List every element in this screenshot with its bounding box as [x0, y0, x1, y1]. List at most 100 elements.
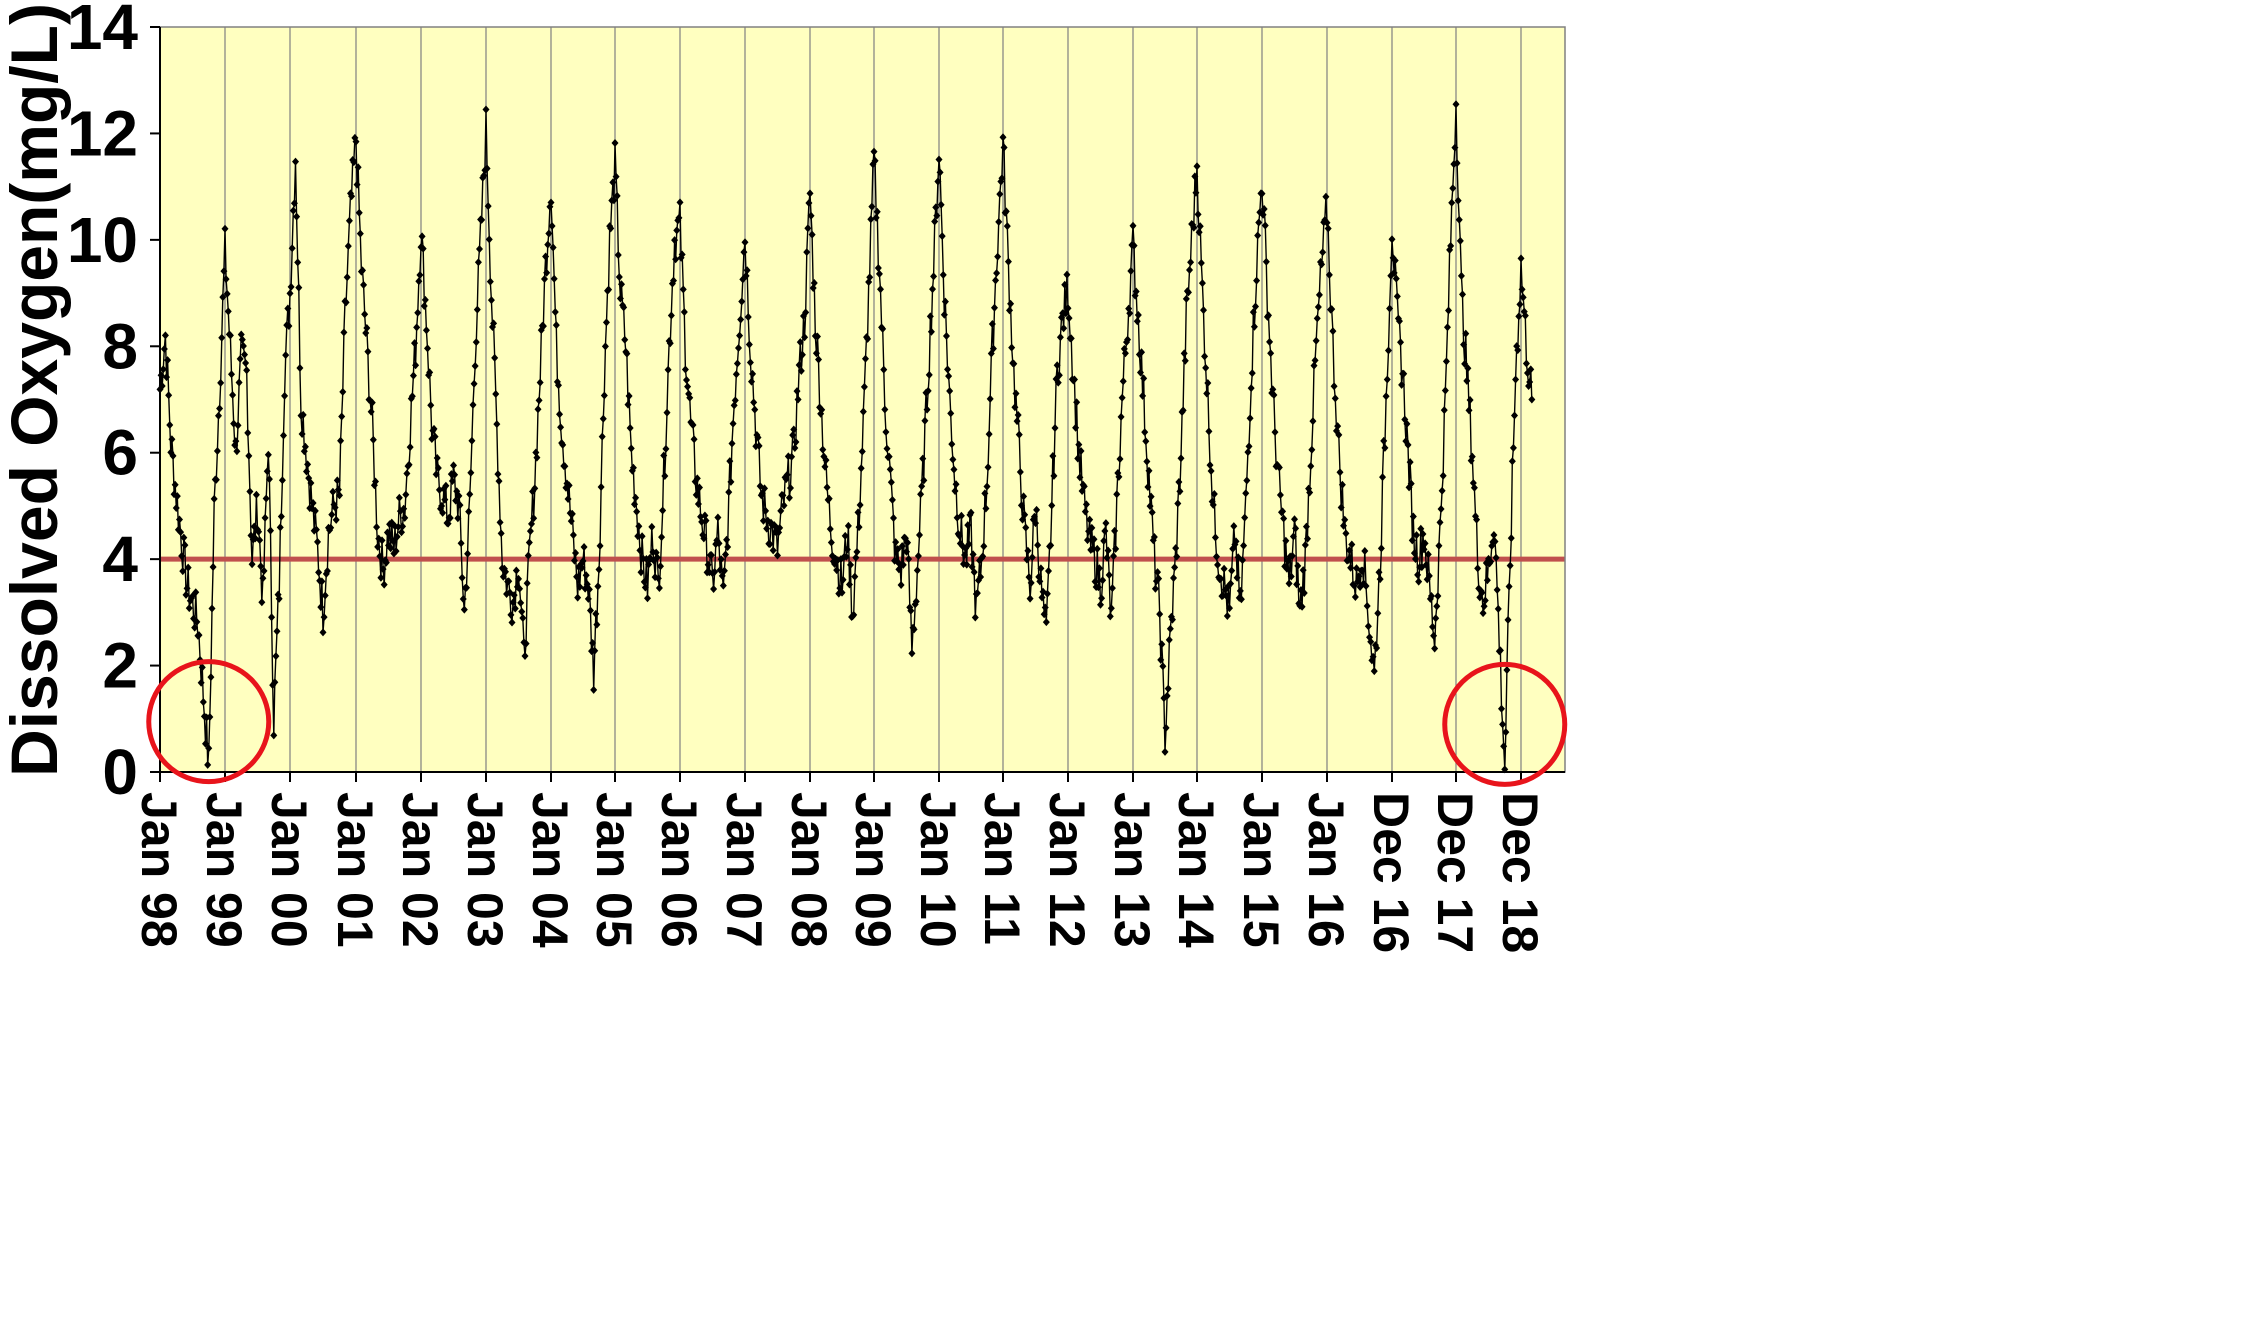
data-point — [1449, 184, 1457, 193]
data-point — [664, 365, 672, 374]
data-point — [762, 506, 770, 515]
data-point — [484, 202, 492, 211]
data-point — [783, 470, 791, 479]
data-point — [1042, 618, 1050, 627]
y-tick-label: 14 — [67, 0, 139, 63]
data-point — [1228, 566, 1236, 575]
data-point — [1147, 492, 1155, 501]
x-axis-ticks: Jan 98 Jan 99 Jan 00 Jan 01 Jan 02 Jan 03 Jan … — [131, 772, 1548, 953]
data-point — [401, 513, 409, 522]
data-point — [452, 496, 460, 505]
data-point — [937, 200, 945, 209]
data-point — [995, 217, 1003, 226]
x-tick-label: Jan 99 — [196, 792, 252, 948]
data-point — [1067, 334, 1075, 343]
data-point — [1151, 584, 1159, 593]
data-point — [994, 252, 1002, 261]
data-point — [920, 476, 928, 485]
data-point — [451, 470, 459, 479]
data-point — [1134, 310, 1142, 319]
data-point — [421, 295, 429, 304]
data-point — [1165, 635, 1173, 644]
data-point — [1453, 159, 1461, 168]
data-point — [1270, 391, 1278, 400]
data-point — [1315, 290, 1323, 299]
data-point — [648, 522, 656, 531]
data-point — [847, 560, 855, 569]
data-point — [1091, 577, 1099, 586]
data-point — [292, 157, 299, 166]
data-point — [733, 359, 741, 368]
data-point — [206, 712, 214, 721]
data-point — [763, 524, 771, 533]
data-point — [788, 452, 796, 461]
data-point — [402, 490, 410, 499]
data-point — [224, 307, 232, 316]
data-point — [1003, 222, 1011, 231]
data-point — [1237, 595, 1245, 604]
data-point — [1314, 302, 1322, 311]
data-point — [311, 506, 319, 515]
data-point — [805, 199, 813, 208]
data-point — [573, 572, 581, 581]
data-point — [844, 521, 852, 530]
data-point — [1288, 551, 1296, 560]
data-point — [1163, 691, 1171, 700]
data-point — [473, 305, 481, 314]
data-point — [1308, 445, 1316, 454]
data-point — [794, 395, 802, 404]
data-point — [299, 410, 307, 419]
data-point — [1335, 430, 1343, 439]
data-point — [1056, 333, 1064, 342]
data-point — [1386, 304, 1394, 313]
data-point — [239, 342, 247, 351]
data-point — [716, 566, 724, 575]
data-point — [1392, 274, 1400, 283]
data-point — [1170, 573, 1178, 582]
data-point — [160, 345, 168, 354]
data-point — [261, 513, 269, 522]
data-point — [702, 516, 710, 525]
data-point — [941, 297, 949, 306]
data-point — [393, 532, 401, 541]
data-point — [907, 606, 915, 615]
data-point — [887, 478, 895, 487]
data-point — [1494, 604, 1502, 613]
data-point — [1452, 100, 1460, 109]
data-point — [1464, 364, 1472, 373]
data-point — [354, 163, 362, 172]
data-point — [728, 439, 736, 448]
data-point — [886, 465, 894, 474]
data-point — [985, 430, 993, 439]
data-point — [222, 275, 230, 284]
data-point — [683, 375, 690, 384]
data-point — [590, 685, 598, 694]
x-tick-label: Jan 03 — [457, 792, 513, 948]
data-point — [361, 310, 369, 319]
data-point — [1300, 588, 1308, 597]
data-point — [315, 568, 323, 577]
data-point — [694, 499, 702, 508]
data-point — [419, 244, 427, 253]
data-point — [1431, 644, 1439, 653]
data-point — [826, 525, 834, 534]
data-point — [565, 481, 573, 490]
data-point — [181, 541, 189, 550]
data-point — [803, 248, 811, 257]
data-point — [1226, 604, 1233, 613]
data-point — [165, 391, 173, 400]
data-point — [787, 484, 794, 493]
data-point — [355, 208, 363, 217]
data-point — [725, 488, 733, 497]
data-point — [597, 483, 605, 492]
data-point — [185, 604, 193, 613]
data-point — [233, 447, 241, 456]
data-point — [469, 400, 477, 409]
data-point — [1127, 267, 1135, 276]
data-point — [337, 436, 345, 445]
data-point — [339, 387, 347, 396]
y-tick-label: 12 — [67, 97, 138, 169]
data-point — [866, 273, 874, 282]
data-point — [1334, 422, 1342, 431]
x-tick-label: Jan 98 — [131, 792, 187, 948]
